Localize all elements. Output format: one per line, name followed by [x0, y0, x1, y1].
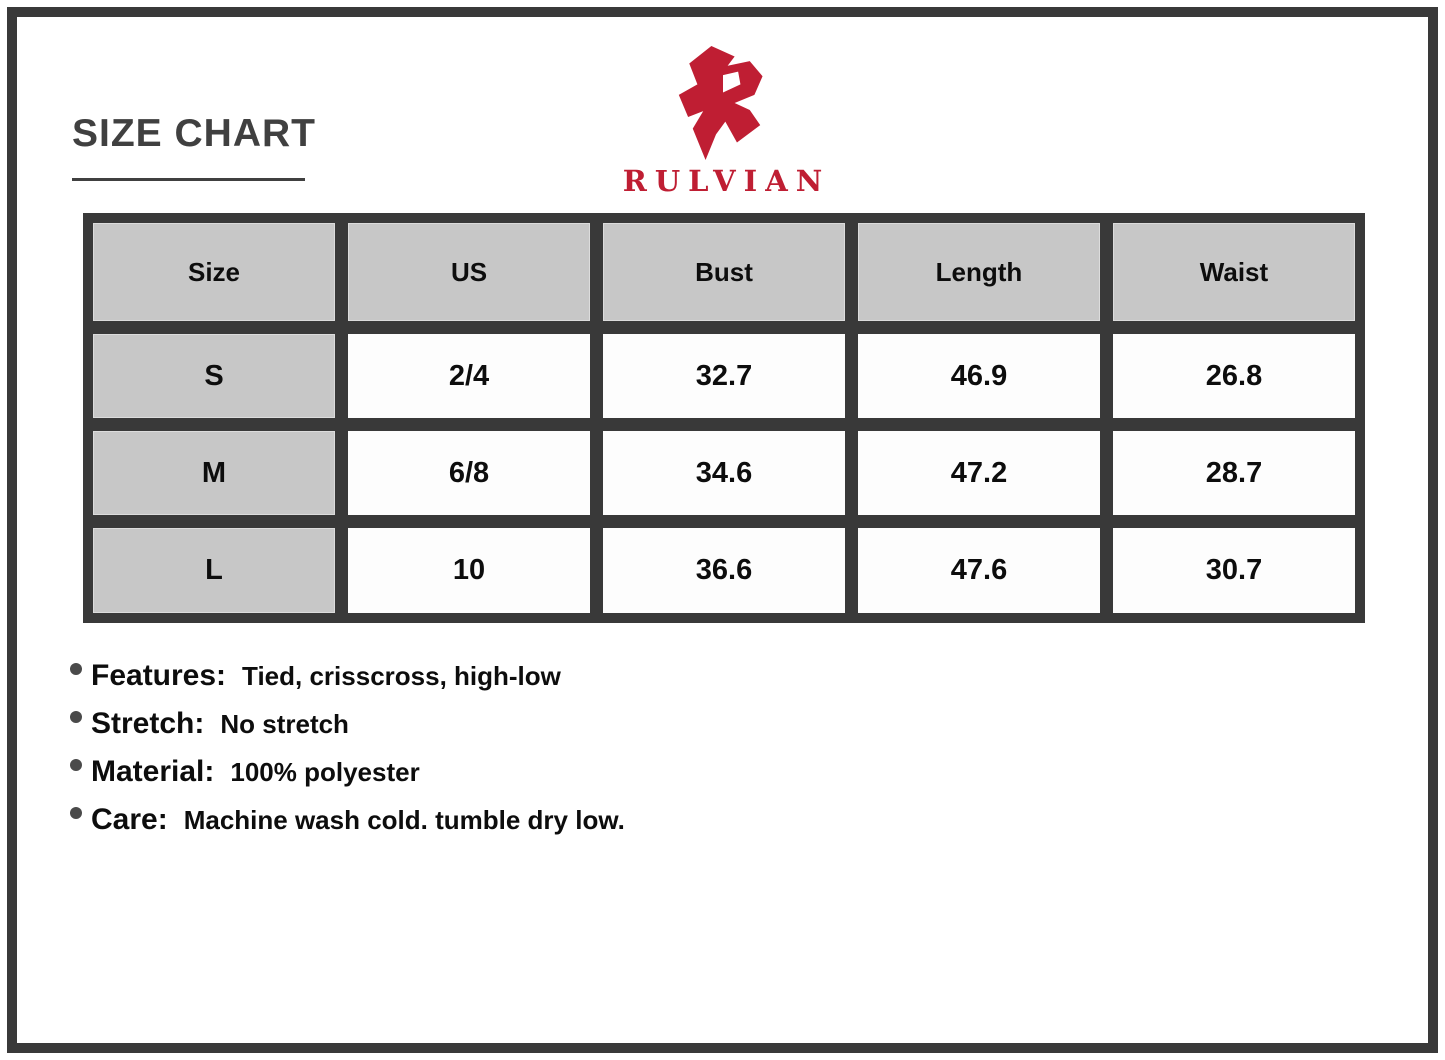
- detail-stretch: Stretch: No stretch: [70, 700, 625, 748]
- value-cell: 10: [348, 528, 590, 613]
- value-cell: 30.7: [1113, 528, 1355, 613]
- detail-features: Features: Tied, crisscross, high-low: [70, 652, 625, 700]
- detail-material: Material: 100% polyester: [70, 748, 625, 796]
- bullet-dot-icon: [70, 759, 82, 771]
- header-cell-us: US: [348, 223, 590, 321]
- detail-care: Care: Machine wash cold. tumble dry low.: [70, 796, 625, 844]
- title-underline: [72, 178, 305, 181]
- value-cell: 28.7: [1113, 431, 1355, 515]
- detail-label: Care:: [91, 803, 168, 836]
- detail-value: Tied, crisscross, high-low: [242, 660, 561, 691]
- detail-label: Material:: [91, 755, 215, 788]
- angular-r-logo-icon: [678, 46, 763, 160]
- value-cell: 32.7: [603, 334, 845, 418]
- value-cell: 2/4: [348, 334, 590, 418]
- header-cell-length: Length: [858, 223, 1100, 321]
- bullet-dot-icon: [70, 711, 82, 723]
- page-border-frame: [7, 7, 1438, 1053]
- size-chart-table: Size US Bust Length Waist S 2/4 32.7 46.…: [83, 213, 1365, 623]
- value-cell: 34.6: [603, 431, 845, 515]
- brand-name: RULVIAN: [622, 164, 831, 198]
- detail-value: No stretch: [220, 708, 349, 739]
- value-cell: 26.8: [1113, 334, 1355, 418]
- size-cell-s: S: [93, 334, 335, 418]
- details-list: Features: Tied, crisscross, high-low Str…: [70, 652, 625, 844]
- header-cell-size: Size: [93, 223, 335, 321]
- header-cell-waist: Waist: [1113, 223, 1355, 321]
- header-cell-bust: Bust: [603, 223, 845, 321]
- title-block: SIZE CHART: [72, 112, 316, 181]
- value-cell: 47.2: [858, 431, 1100, 515]
- value-cell: 36.6: [603, 528, 845, 613]
- brand-block: RULVIAN: [593, 46, 853, 198]
- bullet-dot-icon: [70, 663, 82, 675]
- page-title: SIZE CHART: [72, 112, 316, 155]
- size-cell-m: M: [93, 431, 335, 515]
- detail-value: 100% polyester: [230, 756, 420, 787]
- value-cell: 47.6: [858, 528, 1100, 613]
- detail-value: Machine wash cold. tumble dry low.: [183, 804, 625, 835]
- detail-label: Stretch:: [91, 707, 205, 740]
- value-cell: 46.9: [858, 334, 1100, 418]
- bullet-dot-icon: [70, 807, 82, 819]
- value-cell: 6/8: [348, 431, 590, 515]
- size-cell-l: L: [93, 528, 335, 613]
- detail-label: Features:: [91, 659, 227, 692]
